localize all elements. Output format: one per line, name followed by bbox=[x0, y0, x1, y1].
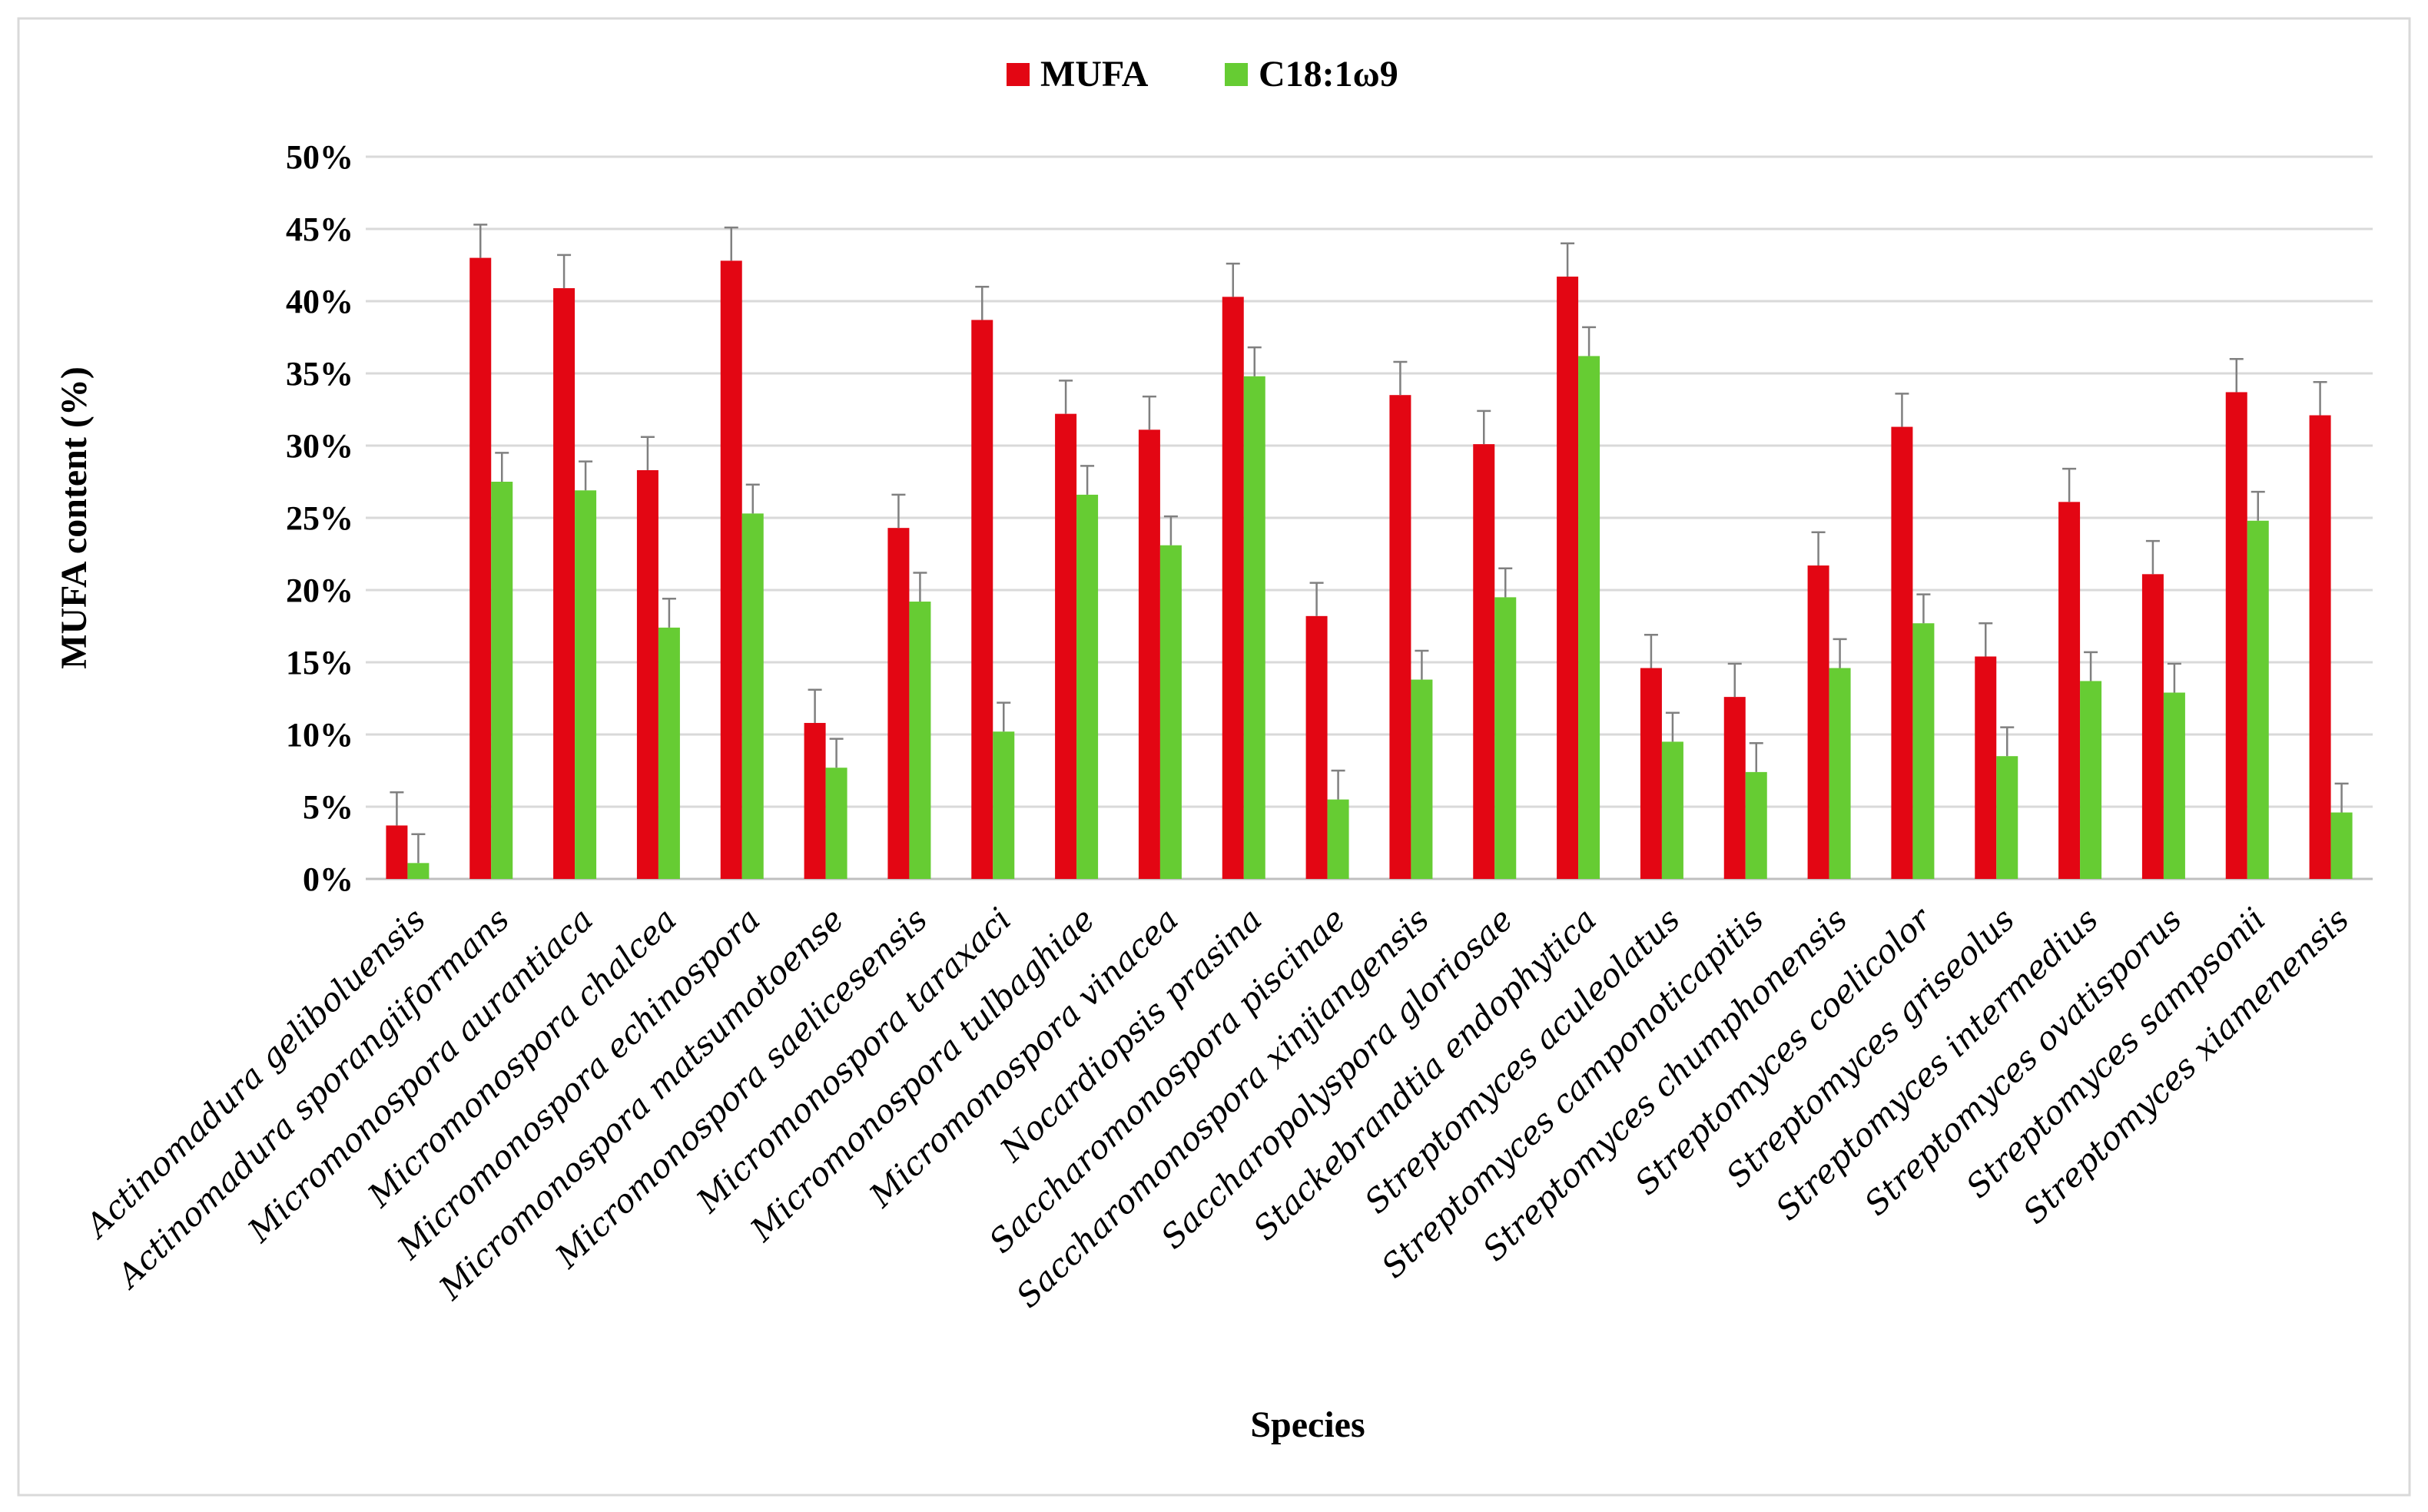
y-tick-label: 10% bbox=[286, 716, 353, 754]
bar-c18-1w9-12 bbox=[1411, 679, 1433, 879]
x-axis-title: Species bbox=[1250, 1404, 1365, 1445]
legend: MUFA C18:1ω9 bbox=[1007, 54, 1398, 94]
bar-c18-1w9-1 bbox=[491, 482, 513, 879]
error-bars bbox=[390, 224, 2349, 864]
bar-mufa-10 bbox=[1222, 297, 1244, 879]
bar-mufa-21 bbox=[2141, 574, 2164, 879]
bar-c18-1w9-13 bbox=[1494, 597, 1517, 879]
bar-c18-1w9-18 bbox=[1912, 623, 1935, 879]
y-tick-label: 20% bbox=[286, 572, 353, 609]
legend-swatch-0 bbox=[1007, 63, 1030, 86]
y-tick-label: 40% bbox=[286, 283, 353, 320]
y-tick-label: 50% bbox=[286, 138, 353, 176]
bar-c18-1w9-17 bbox=[1829, 668, 1851, 879]
bar-c18-1w9-0 bbox=[407, 863, 430, 879]
y-tick-labels: 0% 5% 10% 15% 20% 25% 30% 35% 40% 45% 50% bbox=[286, 138, 353, 898]
y-tick-label: 45% bbox=[286, 211, 353, 248]
bar-mufa-23 bbox=[2309, 415, 2331, 879]
bar-mufa-12 bbox=[1389, 395, 1411, 879]
bar-c18-1w9-10 bbox=[1243, 376, 1265, 879]
bar-c18-1w9-8 bbox=[1076, 494, 1099, 879]
bar-mufa-13 bbox=[1473, 444, 1495, 879]
bar-mufa-17 bbox=[1807, 565, 1829, 879]
bar-c18-1w9-23 bbox=[2330, 812, 2353, 879]
bars bbox=[386, 257, 2353, 880]
bar-c18-1w9-11 bbox=[1327, 799, 1349, 879]
bar-mufa-16 bbox=[1723, 697, 1746, 879]
bar-mufa-22 bbox=[2225, 392, 2247, 879]
bar-mufa-3 bbox=[636, 469, 658, 879]
gridlines bbox=[366, 155, 2373, 880]
bar-c18-1w9-16 bbox=[1745, 771, 1767, 879]
bar-c18-1w9-5 bbox=[825, 768, 847, 879]
bar-c18-1w9-3 bbox=[658, 627, 680, 879]
legend-label-0: MUFA bbox=[1040, 54, 1149, 94]
y-tick-label: 15% bbox=[286, 644, 353, 681]
y-tick-label: 0% bbox=[303, 860, 353, 898]
figure-border bbox=[17, 17, 2411, 1497]
bar-mufa-14 bbox=[1557, 277, 1579, 879]
bar-mufa-0 bbox=[386, 825, 408, 879]
y-axis-title: MUFA content (%) bbox=[54, 366, 95, 669]
bar-mufa-19 bbox=[1975, 656, 1997, 879]
bar-c18-1w9-9 bbox=[1159, 545, 1182, 879]
bar-mufa-7 bbox=[971, 320, 993, 879]
bar-mufa-5 bbox=[804, 722, 826, 879]
bar-mufa-2 bbox=[553, 288, 575, 880]
legend-swatch-1 bbox=[1225, 63, 1248, 86]
y-tick-label: 5% bbox=[303, 788, 353, 826]
bar-mufa-18 bbox=[1891, 426, 1913, 879]
bar-c18-1w9-19 bbox=[1996, 756, 2018, 879]
y-tick-label: 30% bbox=[286, 427, 353, 465]
bar-mufa-6 bbox=[887, 528, 910, 879]
bar-mufa-20 bbox=[2058, 502, 2081, 879]
bar-mufa-4 bbox=[720, 260, 742, 879]
bar-mufa-15 bbox=[1640, 668, 1662, 879]
bar-mufa-9 bbox=[1138, 429, 1160, 879]
y-tick-label: 35% bbox=[286, 355, 353, 393]
bar-c18-1w9-2 bbox=[575, 490, 597, 879]
bar-c18-1w9-21 bbox=[2163, 692, 2185, 879]
bar-c18-1w9-4 bbox=[741, 513, 764, 879]
bar-c18-1w9-22 bbox=[2247, 520, 2269, 879]
bar-c18-1w9-20 bbox=[2080, 681, 2102, 879]
bar-c18-1w9-7 bbox=[993, 731, 1015, 879]
bar-c18-1w9-14 bbox=[1578, 356, 1600, 879]
bar-c18-1w9-15 bbox=[1661, 741, 1683, 879]
bar-mufa-1 bbox=[469, 257, 492, 880]
bar-c18-1w9-6 bbox=[909, 602, 931, 879]
bar-mufa-11 bbox=[1305, 615, 1328, 879]
y-tick-label: 25% bbox=[286, 499, 353, 537]
legend-label-1: C18:1ω9 bbox=[1259, 54, 1398, 94]
bar-mufa-8 bbox=[1055, 413, 1077, 879]
